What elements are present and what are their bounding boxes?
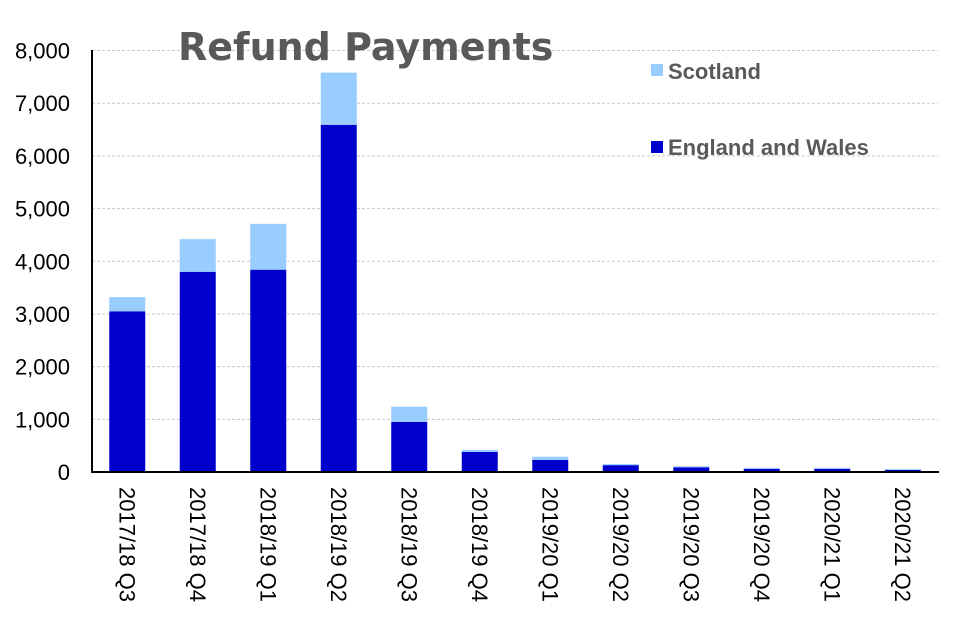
y-tick-label: 2,000: [15, 355, 70, 380]
bar-scotland: [673, 466, 710, 468]
bar-scotland: [179, 239, 216, 272]
bar-scotland: [884, 469, 921, 470]
x-tick-label: 2018/19 Q2: [326, 487, 351, 602]
x-tick-label: 2017/18 Q4: [185, 487, 210, 602]
chart-title: Refund Payments: [178, 25, 553, 69]
x-tick-label: 2019/20 Q3: [678, 487, 703, 602]
x-tick-label: 2018/19 Q4: [467, 487, 492, 602]
bar-scotland: [602, 464, 639, 466]
bar-england-and-wales: [602, 465, 639, 472]
legend-swatch-england-and-wales: [651, 141, 663, 153]
legend-label-england-and-wales: England and Wales: [668, 135, 869, 160]
bar-scotland: [814, 467, 851, 469]
x-tick-label: 2019/20 Q2: [608, 487, 633, 602]
bar-england-and-wales: [673, 467, 710, 472]
x-tick-label: 2019/20 Q1: [537, 487, 562, 602]
bar-scotland: [461, 449, 498, 452]
bar-england-and-wales: [320, 124, 357, 473]
y-tick-labels: 0 1,000 2,000 3,000 4,000 5,000 6,000 7,000 8,00…: [15, 39, 70, 486]
y-tick-label: 5,000: [15, 197, 70, 222]
x-tick-label: 2020/21 Q2: [890, 487, 915, 602]
bar-england-and-wales: [884, 469, 921, 472]
bar-england-and-wales: [461, 451, 498, 472]
y-tick-label: 0: [58, 460, 70, 485]
legend-swatch-scotland: [651, 64, 663, 76]
bar-england-and-wales: [179, 271, 216, 472]
bar-england-and-wales: [814, 468, 851, 472]
y-tick-label: 7,000: [15, 91, 70, 116]
gridlines: [92, 50, 938, 420]
legend-label-scotland: Scotland: [668, 59, 761, 84]
y-tick-label: 4,000: [15, 249, 70, 274]
x-tick-label: 2017/18 Q3: [114, 487, 139, 602]
y-tick-label: 3,000: [15, 302, 70, 327]
y-tick-label: 6,000: [15, 144, 70, 169]
bars: [109, 72, 921, 473]
x-tick-label: 2020/21 Q1: [819, 487, 844, 602]
x-tick-label: 2019/20 Q4: [749, 487, 774, 602]
bar-england-and-wales: [109, 311, 146, 472]
bar-scotland: [391, 406, 428, 422]
bar-scotland: [743, 467, 780, 469]
y-tick-label: 8,000: [15, 39, 70, 64]
x-tick-label: 2018/19 Q3: [396, 487, 421, 602]
bar-england-and-wales: [532, 459, 569, 472]
y-tick-label: 1,000: [15, 407, 70, 432]
bar-england-and-wales: [391, 421, 428, 472]
bar-scotland: [320, 72, 357, 125]
x-tick-label: 2018/19 Q1: [255, 487, 280, 602]
legend: Scotland England and Wales: [651, 59, 869, 160]
bar-scotland: [109, 297, 146, 312]
bar-england-and-wales: [250, 269, 287, 472]
x-tick-labels: 2017/18 Q3 2017/18 Q4 2018/19 Q1 2018/19 Q2…: [114, 487, 915, 602]
bar-scotland: [250, 223, 287, 270]
bar-scotland: [532, 456, 569, 460]
bar-england-and-wales: [743, 468, 780, 472]
